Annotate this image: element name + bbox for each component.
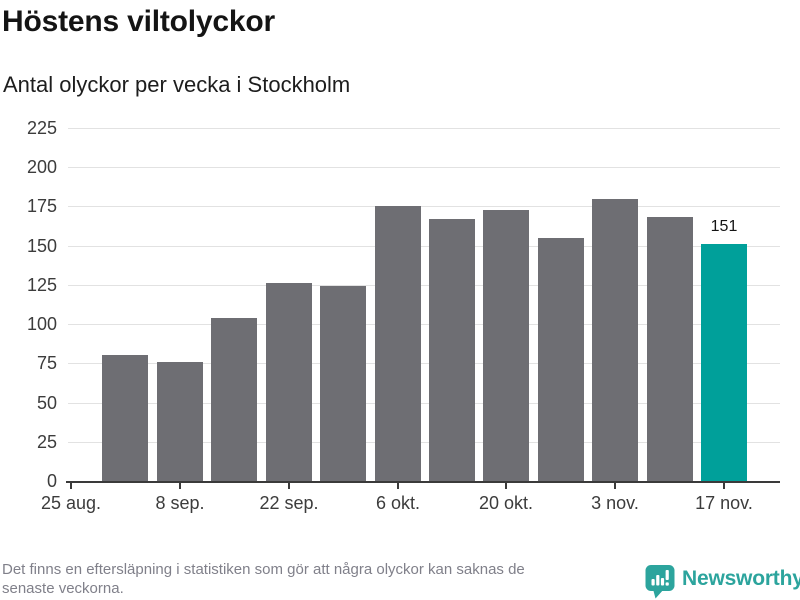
x-axis-tick	[614, 483, 616, 489]
y-axis-label: 150	[26, 236, 57, 256]
x-axis-label: 3 nov.	[591, 493, 639, 513]
x-axis-tick	[70, 483, 72, 489]
bar	[375, 206, 421, 481]
x-axis-label: 17 nov.	[695, 493, 753, 513]
y-axis-label: 0	[46, 471, 57, 491]
bar	[483, 210, 529, 481]
bar	[647, 217, 693, 481]
x-axis-label: 20 okt.	[478, 493, 534, 513]
y-axis-label: 100	[26, 314, 57, 334]
footer-note-line1: Det finns en eftersläpning i statistiken…	[2, 561, 525, 578]
bar	[592, 199, 638, 481]
y-gridline	[68, 246, 780, 247]
x-axis-label: 8 sep.	[155, 493, 205, 513]
logo-wordmark: Newsworthy	[682, 567, 800, 590]
bar	[320, 286, 366, 481]
x-axis-label: 22 sep.	[259, 493, 319, 513]
bar	[157, 362, 203, 481]
bar	[538, 238, 584, 481]
y-gridline	[68, 442, 780, 443]
y-axis-label: 50	[36, 393, 57, 413]
y-axis-label: 225	[26, 118, 57, 138]
y-gridline	[68, 285, 780, 286]
bar	[429, 219, 475, 481]
y-gridline	[68, 403, 780, 404]
footer-note: Det finns en eftersläpning i statistiken…	[2, 560, 632, 598]
x-axis-tick	[397, 483, 399, 489]
page-title: Höstens viltolyckor	[2, 5, 275, 38]
y-axis-label: 25	[36, 432, 57, 452]
y-gridline	[68, 128, 780, 129]
bar	[266, 283, 312, 481]
y-axis-label: 125	[26, 275, 57, 295]
y-axis-label: 175	[26, 196, 57, 216]
footer-note-line2: senaste veckorna.	[2, 580, 124, 597]
y-gridline	[68, 167, 780, 168]
y-gridline	[68, 324, 780, 325]
bar-value-label: 151	[710, 218, 738, 235]
x-axis-label: 6 okt.	[375, 493, 421, 513]
y-gridline	[68, 206, 780, 207]
chart-subtitle: Antal olyckor per vecka i Stockholm	[3, 72, 351, 97]
bar	[102, 355, 148, 481]
x-axis-tick	[179, 483, 181, 489]
x-axis-tick	[288, 483, 290, 489]
bar	[211, 318, 257, 481]
y-gridline	[68, 363, 780, 364]
highlighted-bar	[701, 244, 747, 481]
newsworthy-logo: Newsworthy	[645, 564, 800, 600]
y-axis-label: 200	[26, 157, 57, 177]
y-axis-label: 75	[36, 353, 57, 373]
newsworthy-speech-bubble-bar-chart-icon	[645, 565, 675, 599]
x-axis-tick	[723, 483, 725, 489]
x-axis-tick	[505, 483, 507, 489]
x-axis-line	[66, 481, 780, 483]
x-axis-label: 25 aug.	[40, 493, 102, 513]
